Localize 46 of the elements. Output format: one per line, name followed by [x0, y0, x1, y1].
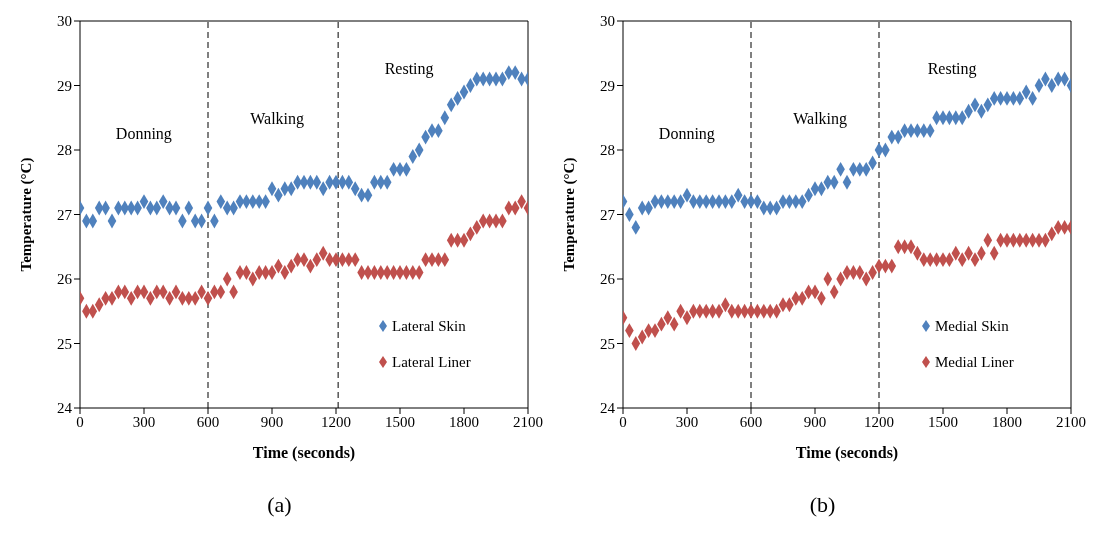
x-tick-label: 1200 [321, 413, 351, 430]
x-axis-title: Time (seconds) [795, 444, 899, 462]
annotation: Walking [250, 110, 305, 128]
legend-label: Lateral Skin [392, 317, 466, 335]
y-tick-label: 29 [57, 77, 72, 94]
y-axis-title: Temperature (°C) [561, 157, 579, 272]
x-tick-label: 900 [260, 413, 284, 430]
x-tick-label: 600 [739, 413, 763, 430]
y-tick-label: 24 [57, 400, 73, 417]
legend-label: Medial Liner [935, 353, 1014, 371]
text: (b) [808, 492, 837, 518]
legend-label: Lateral Liner [392, 353, 471, 371]
y-tick-label: 28 [600, 142, 615, 159]
x-tick-label: 1500 [928, 413, 958, 430]
annotation: Walking [793, 110, 848, 128]
text: (a) [266, 492, 293, 518]
y-tick-label: 29 [600, 77, 615, 94]
y-tick-label: 25 [600, 335, 615, 352]
x-tick-label: 1800 [449, 413, 479, 430]
y-tick-label: 30 [600, 13, 615, 30]
annotation: Resting [384, 59, 434, 78]
annotation: Resting [927, 59, 977, 78]
x-axis-title: Time (seconds) [252, 444, 356, 462]
y-tick-label: 25 [57, 335, 72, 352]
x-tick-label: 0 [76, 413, 84, 430]
x-tick-label: 0 [619, 413, 627, 430]
y-tick-label: 26 [600, 271, 616, 288]
annotation: Donning [658, 125, 715, 144]
x-tick-label: 2100 [1056, 413, 1086, 430]
x-tick-label: 2100 [513, 413, 543, 430]
x-tick-label: 300 [675, 413, 699, 430]
legend-label: Medial Skin [935, 317, 1009, 335]
y-axis-title: Temperature (°C) [18, 157, 36, 272]
y-tick-label: 30 [57, 13, 72, 30]
y-tick-label: 27 [600, 206, 616, 223]
x-tick-label: 900 [803, 413, 827, 430]
x-tick-label: 600 [196, 413, 220, 430]
y-tick-label: 28 [57, 142, 72, 159]
y-tick-label: 26 [57, 271, 73, 288]
x-tick-label: 1500 [385, 413, 415, 430]
x-tick-label: 1800 [992, 413, 1022, 430]
annotation: Donning [115, 125, 172, 144]
x-tick-label: 1200 [864, 413, 894, 430]
x-tick-label: 300 [132, 413, 156, 430]
y-tick-label: 27 [57, 206, 73, 223]
y-tick-label: 24 [600, 400, 616, 417]
